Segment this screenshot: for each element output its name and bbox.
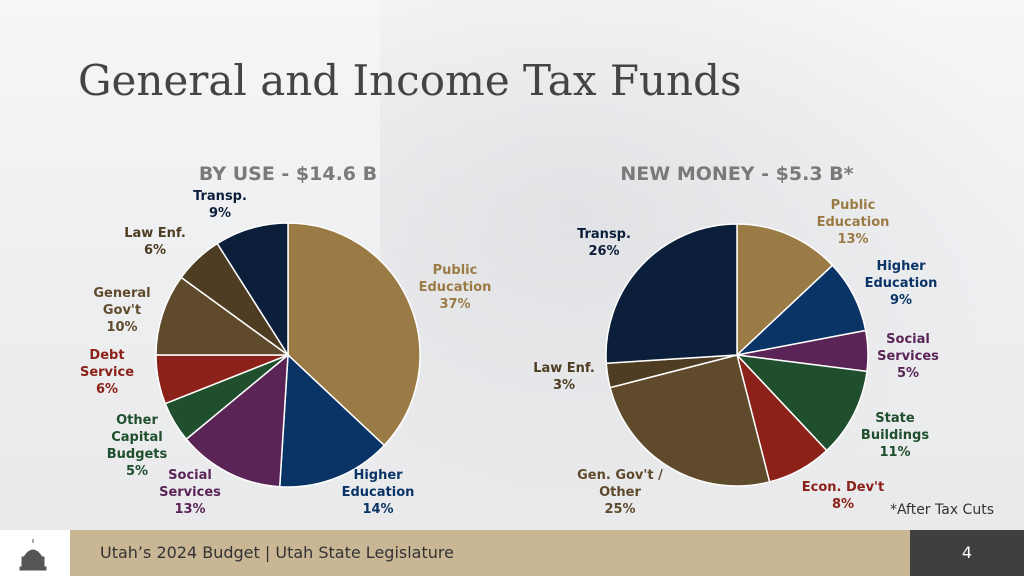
icon [19, 539, 47, 571]
category-label: Social Services [159, 468, 221, 500]
slice-label: Other Capital Budgets 5% [102, 412, 172, 480]
page-number: 4 [961, 543, 972, 562]
category-label: Public Education [418, 263, 492, 295]
slice-label: Transp. 26% [569, 226, 639, 260]
pie-slice [185, 353, 289, 488]
pie-slice [605, 223, 738, 365]
value-label: 13% [837, 232, 869, 247]
slice-label: Law Enf. 6% [115, 225, 195, 259]
slice-label: Public Education 37% [410, 262, 500, 313]
capitol-icon [0, 530, 70, 576]
value-label: 3% [552, 378, 576, 393]
value-label: 10% [106, 320, 138, 335]
slice-label: Social Services 13% [150, 467, 230, 518]
value-label: 26% [588, 244, 620, 259]
slice-label: General Gov't 10% [87, 285, 157, 336]
value-label: 5% [125, 464, 149, 479]
footer: Utah’s 2024 Budget | Utah State Legislat… [0, 530, 1024, 576]
category-label: Transp. [193, 189, 247, 204]
pie-slice [216, 222, 289, 358]
chart-title: BY USE - $14.6 B [198, 163, 378, 185]
pie-charts [155, 222, 869, 488]
value-label: 8% [831, 497, 855, 512]
value-label: 6% [143, 243, 167, 258]
value-label: 13% [174, 502, 206, 517]
category-label: Higher Education [341, 468, 415, 500]
value-label: 5% [896, 366, 920, 381]
slice-label: State Buildings 11% [850, 410, 940, 461]
slice-label: Public Education 13% [808, 197, 898, 248]
pie-slice [609, 354, 771, 487]
value-label: 9% [208, 206, 232, 221]
pie-slice [736, 223, 834, 357]
value-label: 25% [604, 502, 636, 517]
category-label: Debt Service [79, 348, 135, 380]
value-label: 9% [889, 293, 913, 308]
category-label: State Buildings [860, 411, 930, 443]
category-label: Social Services [877, 332, 939, 364]
category-label: General Gov't [93, 286, 151, 318]
footer-text: Utah’s 2024 Budget | Utah State Legislat… [100, 543, 454, 562]
page-box: 4 [910, 530, 1024, 576]
pie-slice [735, 353, 868, 452]
category-label: Law Enf. [533, 361, 595, 376]
slice-label: Higher Education 9% [856, 258, 946, 309]
category-label: Transp. [577, 227, 631, 242]
chart-title: NEW MONEY - $5.3 B* [620, 163, 854, 185]
value-label: 37% [439, 297, 471, 312]
pie-slice [155, 276, 291, 356]
slice-label: Econ. Dev't 8% [788, 479, 898, 513]
pie-slice [287, 222, 421, 447]
pie-slice [278, 353, 386, 488]
slice-label: Gen. Gov't / Other 25% [575, 467, 665, 518]
slice-label: Law Enf. 3% [524, 360, 604, 394]
note: *After Tax Cuts [889, 502, 994, 518]
value-label: 11% [879, 445, 911, 460]
slice-label: Higher Education 14% [333, 467, 423, 518]
category-label: Gen. Gov't / Other [577, 468, 663, 500]
slice-label: Social Services 5% [868, 331, 948, 382]
category-label: Higher Education [864, 259, 938, 291]
category-label: Other Capital Budgets [106, 413, 168, 462]
category-label: Law Enf. [124, 226, 186, 241]
value-label: 6% [95, 382, 119, 397]
slide-title: General and Income Tax Funds [78, 56, 742, 105]
footer-band: Utah’s 2024 Budget | Utah State Legislat… [70, 530, 910, 576]
slice-label: Debt Service 6% [77, 347, 137, 398]
value-label: 14% [362, 502, 394, 517]
category-label: Econ. Dev't [801, 480, 885, 495]
slice-label: Transp. 9% [185, 188, 255, 222]
category-label: Public Education [816, 198, 890, 230]
